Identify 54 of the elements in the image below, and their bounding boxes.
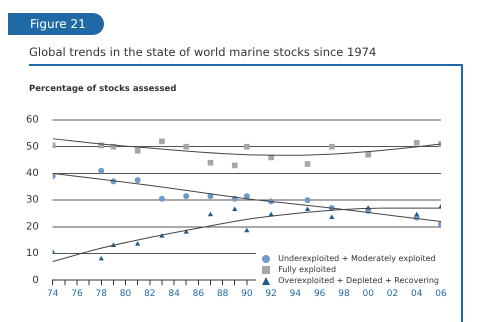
x-tick-label: 98 [338,288,350,299]
point [304,206,310,211]
point [328,144,335,150]
x-tick-label: 84 [168,288,180,299]
point [183,144,190,150]
x-tick-label: 02 [386,288,398,299]
point [232,206,238,211]
point [159,138,165,144]
x-tick-label: 76 [71,288,83,299]
point [98,256,104,260]
y-axis-title: Percentage of stocks assessed [29,84,176,94]
x-tick-label: 96 [314,288,326,299]
x-tick-label: 78 [96,288,108,299]
point [158,196,165,202]
point [365,152,372,158]
y-tick-label: 60 [26,114,39,126]
y-tick-label: 10 [26,248,39,260]
y-tick-label: 50 [26,141,39,152]
y-tick-label: 0 [32,274,39,286]
point [135,241,140,246]
y-tick-label: 20 [26,221,39,232]
point [232,162,238,168]
point [244,144,250,150]
point [304,197,311,204]
point [414,140,420,146]
x-tick-label: 94 [290,288,302,299]
caption: Figure 21 [8,13,104,35]
x-tick-label: 00 [362,288,374,299]
point [414,212,420,216]
point [208,212,214,216]
point [134,177,141,184]
legend-label: Fully exploited [278,265,336,274]
point [304,161,310,167]
x-tick-label: 92 [265,288,277,299]
x-tick-label: 06 [435,288,447,299]
point [134,148,140,154]
point [244,228,250,232]
x-tick-label: 80 [120,288,132,299]
legend-label: Overexploited + Depleted + Recovering [278,276,439,285]
line-series [52,138,441,156]
x-tick-label: 04 [411,288,423,299]
x-tick-label: 86 [192,288,204,299]
x-tick-label: 74 [47,288,59,299]
y-tick-label: 40 [26,168,39,179]
x-tick-label: 82 [144,288,156,299]
legend-label: Underexploited + Moderately exploited [278,254,436,263]
point [329,214,334,219]
point [208,160,214,166]
x-tick-label: 88 [216,288,229,299]
chart-title: Global trends in the state of world marine stocks since 1974 [29,45,378,61]
y-tick-label: 30 [26,194,39,206]
point [98,168,104,174]
x-tick-label: 90 [241,288,253,299]
point [183,193,190,200]
